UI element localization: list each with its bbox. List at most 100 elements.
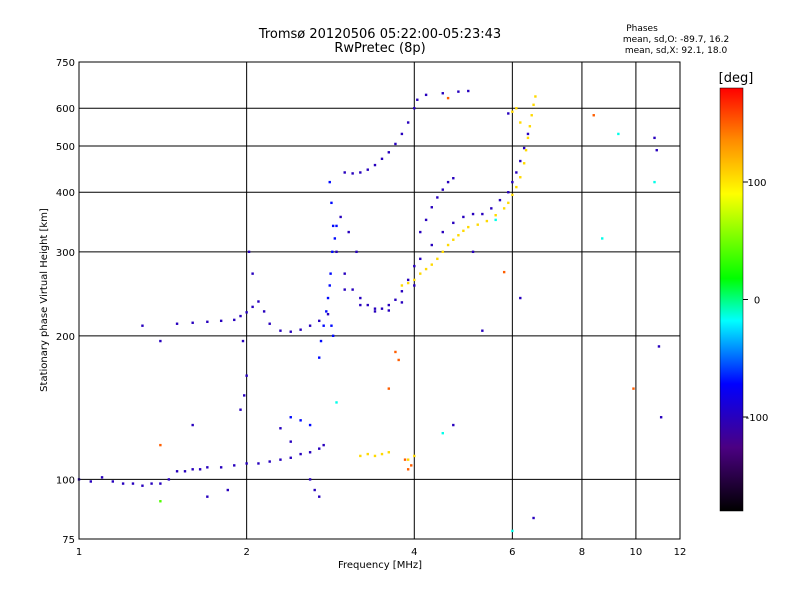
data-point (515, 171, 518, 174)
data-point (355, 250, 358, 254)
x-tick-labels: 1 2 4 6 8 10 12 (76, 547, 687, 558)
data-point (410, 464, 413, 467)
data-point (457, 90, 460, 93)
data-point (400, 132, 404, 136)
data-point (522, 162, 526, 165)
data-point (191, 321, 194, 324)
data-point (485, 219, 489, 223)
data-point (471, 212, 475, 216)
data-point (452, 177, 455, 180)
data-point (351, 172, 354, 175)
data-point (262, 310, 266, 313)
data-point (318, 447, 321, 450)
data-point (653, 180, 656, 184)
data-point (159, 482, 162, 485)
data-point (380, 452, 384, 456)
data-point (191, 423, 194, 427)
data-point (441, 250, 444, 254)
data-point (206, 466, 209, 469)
data-point (373, 310, 377, 313)
data-point (528, 125, 532, 128)
data-point (319, 339, 323, 343)
data-point (632, 387, 635, 390)
data-point (507, 201, 510, 205)
data-point (419, 272, 422, 275)
data-point (507, 112, 510, 115)
data-point (326, 312, 330, 316)
y-tick-label: 200 (56, 332, 75, 343)
data-point (394, 350, 397, 354)
colorbar-tick-label: 0 (754, 296, 760, 307)
data-point (366, 168, 369, 171)
data-point (343, 272, 346, 275)
data-point (387, 309, 391, 312)
data-point (502, 207, 506, 210)
data-point (494, 218, 497, 222)
data-point (333, 237, 337, 240)
data-point (359, 303, 362, 307)
phases-o-line: mean, sd,O: -89.7, 16.2 (623, 35, 729, 45)
data-point (247, 250, 251, 254)
data-point (100, 476, 104, 479)
data-point (490, 207, 493, 210)
plot-frame (78, 61, 681, 540)
data-point (328, 284, 331, 287)
data-point (343, 171, 346, 174)
data-point (322, 324, 325, 327)
data-point (441, 92, 444, 95)
data-point (655, 148, 658, 152)
data-point (141, 324, 144, 327)
data-point (308, 324, 312, 327)
data-point (519, 159, 522, 163)
data-point (424, 93, 428, 97)
data-point (239, 314, 242, 318)
data-point (532, 516, 535, 520)
data-point (191, 468, 194, 471)
colorbar (719, 87, 744, 512)
data-point (441, 230, 444, 234)
data-point (366, 303, 369, 307)
data-point (416, 98, 419, 101)
data-point (206, 320, 209, 323)
data-point (406, 468, 410, 471)
data-point (279, 329, 282, 332)
data-point (413, 107, 416, 110)
data-point (268, 460, 271, 463)
data-point (289, 440, 292, 443)
data-point (452, 221, 455, 225)
data-point (400, 284, 404, 287)
y-tick-label: 750 (56, 58, 75, 69)
data-point (452, 423, 455, 427)
data-point (347, 230, 350, 234)
data-point (400, 290, 404, 293)
chart-title: Tromsø 20120506 05:22:00-05:23:43 (258, 27, 501, 42)
data-point (159, 443, 162, 447)
data-point (89, 480, 93, 483)
data-point (245, 462, 248, 465)
data-point (511, 180, 514, 184)
data-point (653, 136, 656, 140)
data-point (226, 488, 229, 492)
data-point (467, 89, 470, 93)
data-point (279, 427, 282, 430)
data-point (239, 408, 242, 411)
data-point (511, 193, 514, 197)
data-point (175, 322, 179, 325)
data-point (394, 142, 397, 146)
data-point (318, 495, 321, 498)
data-point (167, 478, 171, 481)
data-point (430, 206, 433, 209)
data-point (251, 272, 254, 275)
data-point (413, 284, 416, 287)
data-point (507, 191, 510, 194)
data-point (446, 96, 450, 100)
data-point (522, 146, 526, 150)
data-point (481, 329, 484, 332)
data-point (308, 451, 312, 454)
data-point (511, 110, 514, 113)
colorbar-tick-label: -100 (746, 413, 769, 424)
data-point (335, 250, 338, 254)
data-point (351, 288, 354, 291)
data-point (400, 301, 404, 304)
